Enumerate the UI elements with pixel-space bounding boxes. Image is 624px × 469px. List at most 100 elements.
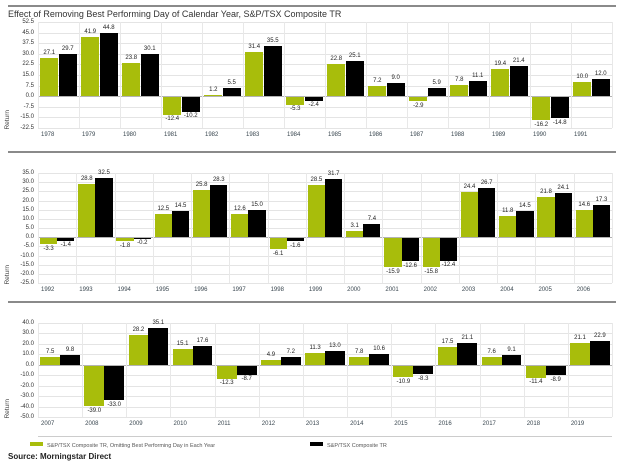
omit-bar bbox=[437, 346, 458, 365]
year-label: 1987 bbox=[410, 132, 424, 138]
tick-label: -40.0 bbox=[20, 403, 34, 410]
composite-bar bbox=[591, 79, 610, 97]
h-gridline bbox=[38, 264, 612, 266]
omit-bar bbox=[349, 356, 370, 365]
year-label: 1999 bbox=[308, 287, 323, 293]
composite-bar bbox=[401, 238, 419, 262]
year-label: 2002 bbox=[423, 287, 438, 293]
year-label: 2016 bbox=[438, 421, 452, 427]
year-label: 1991 bbox=[574, 132, 588, 138]
omit-bar bbox=[422, 238, 440, 268]
v-gridline bbox=[420, 173, 422, 283]
year-label: 2013 bbox=[305, 421, 320, 427]
value-label: 7.2 bbox=[286, 349, 295, 356]
value-label: 28.2 bbox=[132, 327, 145, 334]
v-gridline bbox=[479, 323, 481, 417]
v-gridline bbox=[302, 323, 304, 417]
v-gridline bbox=[435, 323, 437, 417]
value-label: 21.1 bbox=[574, 334, 586, 341]
year-label: 1982 bbox=[205, 132, 219, 138]
year-label: 1983 bbox=[246, 132, 260, 138]
omit-bar bbox=[570, 342, 590, 365]
composite-bar bbox=[280, 357, 301, 365]
omit-bar bbox=[81, 36, 100, 97]
h-gridline bbox=[38, 283, 612, 284]
omit-bar bbox=[575, 210, 593, 238]
tick-label: -10.0 bbox=[20, 252, 34, 259]
tick-label: -5.0 bbox=[23, 243, 34, 250]
value-label: -14.8 bbox=[552, 119, 567, 126]
year-label: 1996 bbox=[194, 287, 208, 293]
omit-bar bbox=[40, 356, 61, 365]
value-label: -1.4 bbox=[60, 242, 71, 249]
omit-bar bbox=[216, 365, 237, 379]
composite-bar bbox=[439, 238, 458, 261]
tick-label: -20.0 bbox=[20, 270, 34, 277]
value-label: 31.4 bbox=[248, 43, 261, 50]
composite-bar bbox=[171, 210, 190, 238]
value-label: 12.5 bbox=[157, 206, 170, 213]
value-label: -10.9 bbox=[396, 378, 411, 385]
tick-label: 25.0 bbox=[22, 188, 34, 195]
composite-bar bbox=[286, 238, 304, 242]
omit-bar bbox=[231, 214, 249, 238]
value-label: 21.8 bbox=[540, 189, 552, 196]
value-label: -3.3 bbox=[43, 245, 54, 252]
v-gridline bbox=[161, 22, 162, 128]
value-label: -8.7 bbox=[241, 376, 252, 383]
h-gridline bbox=[38, 343, 612, 345]
omit-bar bbox=[260, 359, 281, 365]
omit-bar bbox=[192, 189, 211, 238]
value-label: 1.2 bbox=[209, 86, 218, 93]
value-label: 21.4 bbox=[512, 57, 525, 64]
chart-title: Effect of Removing Best Performing Day o… bbox=[8, 9, 342, 19]
v-gridline bbox=[366, 22, 367, 128]
value-label: 19.4 bbox=[494, 60, 507, 67]
value-label: -15.8 bbox=[424, 268, 439, 275]
legend-item-omit: S&P/TSX Composite TR, Omitting Best Perf… bbox=[30, 442, 215, 449]
value-label: 7.2 bbox=[373, 78, 382, 85]
composite-bar bbox=[457, 342, 478, 365]
omit-bar bbox=[40, 57, 59, 97]
value-label: 24.4 bbox=[463, 184, 476, 191]
year-label: 2007 bbox=[41, 421, 55, 427]
v-gridline bbox=[535, 173, 537, 283]
value-label: -8.3 bbox=[418, 375, 429, 382]
value-label: -5.3 bbox=[290, 106, 301, 113]
v-gridline bbox=[114, 173, 116, 283]
tick-label: 20.0 bbox=[22, 340, 34, 347]
tick-label: -10.0 bbox=[20, 372, 34, 379]
axis-bottom-rule bbox=[38, 436, 612, 437]
value-label: 11.8 bbox=[502, 207, 514, 214]
composite-bar bbox=[550, 97, 569, 119]
v-gridline bbox=[458, 173, 460, 283]
panel-divider-2 bbox=[8, 301, 616, 303]
panel-1978-1991: Return 52.5 45.0 37.5 30.0 22.5 15.0 7.5 0.0 -7.5… bbox=[0, 19, 624, 138]
value-label: 17.3 bbox=[595, 197, 608, 204]
value-label: -8.9 bbox=[550, 376, 561, 383]
value-label: 7.8 bbox=[355, 348, 364, 355]
year-label: 2008 bbox=[85, 421, 99, 427]
value-label: 32.5 bbox=[98, 169, 110, 176]
value-label: 4.9 bbox=[266, 351, 276, 358]
v-gridline bbox=[170, 323, 172, 417]
year-label: 1978 bbox=[41, 132, 55, 138]
value-label: 15.1 bbox=[176, 341, 189, 347]
year-label: 2001 bbox=[385, 287, 399, 293]
tick-label: 52.5 bbox=[22, 19, 34, 25]
value-label: 11.3 bbox=[309, 344, 321, 351]
composite-bar bbox=[57, 238, 75, 241]
h-gridline bbox=[38, 385, 612, 387]
composite-bar bbox=[545, 365, 566, 376]
value-label: 7.5 bbox=[45, 348, 55, 355]
legend-label-composite: S&P/TSX Composite TR bbox=[327, 443, 387, 449]
composite-bar bbox=[210, 185, 228, 238]
v-gridline bbox=[382, 173, 384, 283]
omit-bar bbox=[84, 365, 105, 407]
value-label: 22.8 bbox=[330, 55, 343, 62]
value-label: -15.9 bbox=[386, 268, 400, 275]
v-gridline bbox=[229, 173, 231, 283]
composite-bar bbox=[222, 88, 241, 97]
tick-label: -30.0 bbox=[20, 393, 34, 400]
value-label: 28.5 bbox=[310, 176, 323, 183]
